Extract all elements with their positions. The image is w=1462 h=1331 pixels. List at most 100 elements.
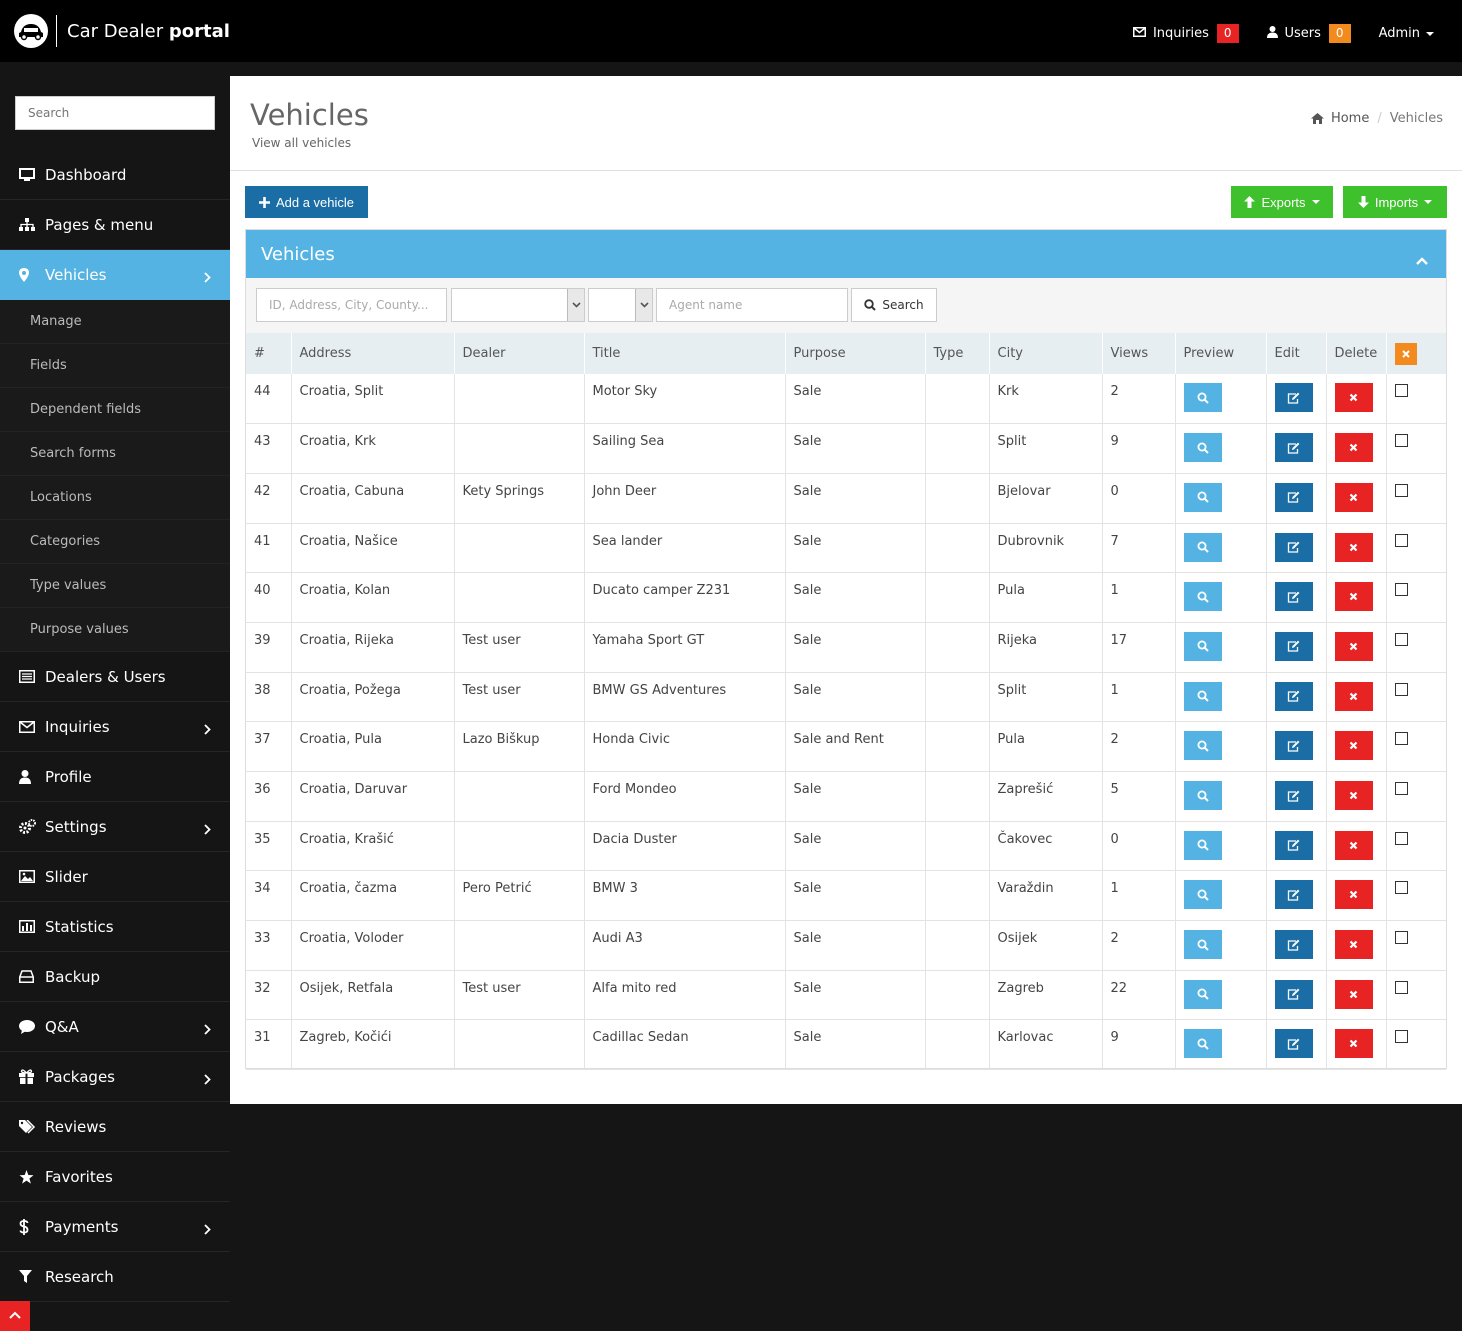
sidebar-item-profile[interactable]: Profile: [0, 752, 230, 802]
category-select[interactable]: [451, 288, 585, 322]
edit-button[interactable]: [1274, 1029, 1313, 1059]
sidebar-item-backup[interactable]: Backup: [0, 952, 230, 1002]
row-checkbox[interactable]: [1394, 881, 1408, 895]
edit-button[interactable]: [1274, 731, 1313, 761]
delete-button[interactable]: [1334, 482, 1373, 512]
column-header-title[interactable]: Title: [584, 333, 786, 374]
edit-button[interactable]: [1274, 582, 1313, 612]
row-checkbox[interactable]: [1394, 682, 1408, 696]
sidebar-item-dealers-users[interactable]: Dealers & Users: [0, 652, 230, 702]
preview-button[interactable]: [1183, 880, 1222, 910]
sidebar-item-reviews[interactable]: Reviews: [0, 1102, 230, 1152]
sidebar-item-slider[interactable]: Slider: [0, 852, 230, 902]
row-checkbox[interactable]: [1394, 632, 1408, 646]
row-checkbox[interactable]: [1394, 980, 1408, 994]
search-button[interactable]: Search: [851, 288, 937, 322]
add-vehicle-button[interactable]: Add a vehicle: [245, 186, 368, 218]
edit-button[interactable]: [1274, 781, 1313, 810]
column-header-type[interactable]: Type: [925, 333, 990, 374]
sidebar-item-inquiries[interactable]: Inquiries: [0, 702, 230, 752]
sidebar-subitem-categories[interactable]: Categories: [0, 520, 230, 564]
column-header-purpose[interactable]: Purpose: [785, 333, 926, 374]
column-header-address[interactable]: Address: [291, 333, 455, 374]
row-checkbox[interactable]: [1394, 483, 1408, 497]
delete-button[interactable]: [1334, 731, 1373, 761]
edit-button[interactable]: [1274, 631, 1313, 661]
preview-button[interactable]: [1183, 979, 1222, 1009]
edit-button[interactable]: [1274, 681, 1313, 711]
exports-dropdown-button[interactable]: Exports: [1231, 186, 1333, 218]
sidebar-subitem-manage[interactable]: Manage: [0, 300, 230, 344]
row-checkbox[interactable]: [1394, 732, 1408, 746]
sidebar-subitem-locations[interactable]: Locations: [0, 476, 230, 520]
preview-button[interactable]: [1183, 482, 1222, 512]
sidebar-subitem-search-forms[interactable]: Search forms: [0, 432, 230, 476]
sidebar-item-packages[interactable]: Packages: [0, 1052, 230, 1102]
delete-button[interactable]: [1334, 631, 1373, 661]
row-checkbox[interactable]: [1394, 384, 1408, 397]
sidebar-subitem-purpose-values[interactable]: Purpose values: [0, 608, 230, 652]
delete-button[interactable]: [1334, 383, 1373, 412]
row-checkbox[interactable]: [1394, 1030, 1408, 1044]
delete-button[interactable]: [1334, 1029, 1373, 1059]
preview-button[interactable]: [1183, 582, 1222, 612]
edit-button[interactable]: [1274, 482, 1313, 512]
column-header-id[interactable]: #: [246, 333, 292, 374]
preview-button[interactable]: [1183, 631, 1222, 661]
column-header-views[interactable]: Views: [1102, 333, 1176, 374]
sidebar-subitem-fields[interactable]: Fields: [0, 344, 230, 388]
edit-button[interactable]: [1274, 880, 1313, 910]
sidebar-item-favorites[interactable]: Favorites: [0, 1152, 230, 1202]
purpose-select[interactable]: [588, 288, 653, 322]
sidebar-search-input[interactable]: [15, 96, 215, 130]
column-header-dealer[interactable]: Dealer: [454, 333, 585, 374]
sidebar-item-statistics[interactable]: Statistics: [0, 902, 230, 952]
sidebar-item-payments[interactable]: Payments: [0, 1202, 230, 1252]
delete-button[interactable]: [1334, 532, 1373, 562]
preview-button[interactable]: [1183, 731, 1222, 761]
imports-dropdown-button[interactable]: Imports: [1343, 186, 1447, 218]
delete-button[interactable]: [1334, 433, 1373, 463]
delete-button[interactable]: [1334, 930, 1373, 960]
row-checkbox[interactable]: [1394, 831, 1408, 845]
row-checkbox[interactable]: [1394, 931, 1408, 945]
sidebar-item-dashboard[interactable]: Dashboard: [0, 150, 230, 200]
preview-button[interactable]: [1183, 830, 1222, 860]
chevron-up-icon[interactable]: [1416, 249, 1428, 270]
row-checkbox[interactable]: [1394, 583, 1408, 597]
preview-button[interactable]: [1183, 781, 1222, 810]
edit-button[interactable]: [1274, 930, 1313, 960]
sidebar-subitem-type-values[interactable]: Type values: [0, 564, 230, 608]
sidebar-item-vehicles[interactable]: Vehicles: [0, 250, 230, 300]
edit-button[interactable]: [1274, 383, 1313, 412]
preview-button[interactable]: [1183, 383, 1222, 412]
delete-button[interactable]: [1334, 880, 1373, 910]
row-checkbox[interactable]: [1394, 782, 1408, 795]
delete-button[interactable]: [1334, 681, 1373, 711]
delete-button[interactable]: [1334, 582, 1373, 612]
agent-name-input[interactable]: Agent name: [656, 288, 848, 322]
edit-button[interactable]: [1274, 532, 1313, 562]
sidebar-item-settings[interactable]: Settings: [0, 802, 230, 852]
sidebar-item-qa[interactable]: Q&A: [0, 1002, 230, 1052]
brand[interactable]: Car Dealer portal: [14, 12, 230, 50]
column-header-city[interactable]: City: [989, 333, 1103, 374]
sidebar-subitem-dependent-fields[interactable]: Dependent fields: [0, 388, 230, 432]
delete-button[interactable]: [1334, 830, 1373, 860]
preview-button[interactable]: [1183, 433, 1222, 463]
edit-button[interactable]: [1274, 433, 1313, 463]
edit-button[interactable]: [1274, 979, 1313, 1009]
row-checkbox[interactable]: [1394, 434, 1408, 448]
delete-button[interactable]: [1334, 979, 1373, 1009]
delete-selected-button[interactable]: [1394, 342, 1417, 365]
users-link[interactable]: Users 0: [1266, 24, 1351, 43]
delete-button[interactable]: [1334, 781, 1373, 810]
row-checkbox[interactable]: [1394, 533, 1408, 547]
admin-dropdown[interactable]: Admin: [1379, 26, 1434, 41]
inquiries-link[interactable]: Inquiries 0: [1132, 24, 1239, 43]
edit-button[interactable]: [1274, 830, 1313, 860]
preview-button[interactable]: [1183, 532, 1222, 562]
sidebar-item-research[interactable]: Research: [0, 1252, 230, 1302]
scroll-to-top-button[interactable]: [0, 1301, 30, 1331]
preview-button[interactable]: [1183, 681, 1222, 711]
